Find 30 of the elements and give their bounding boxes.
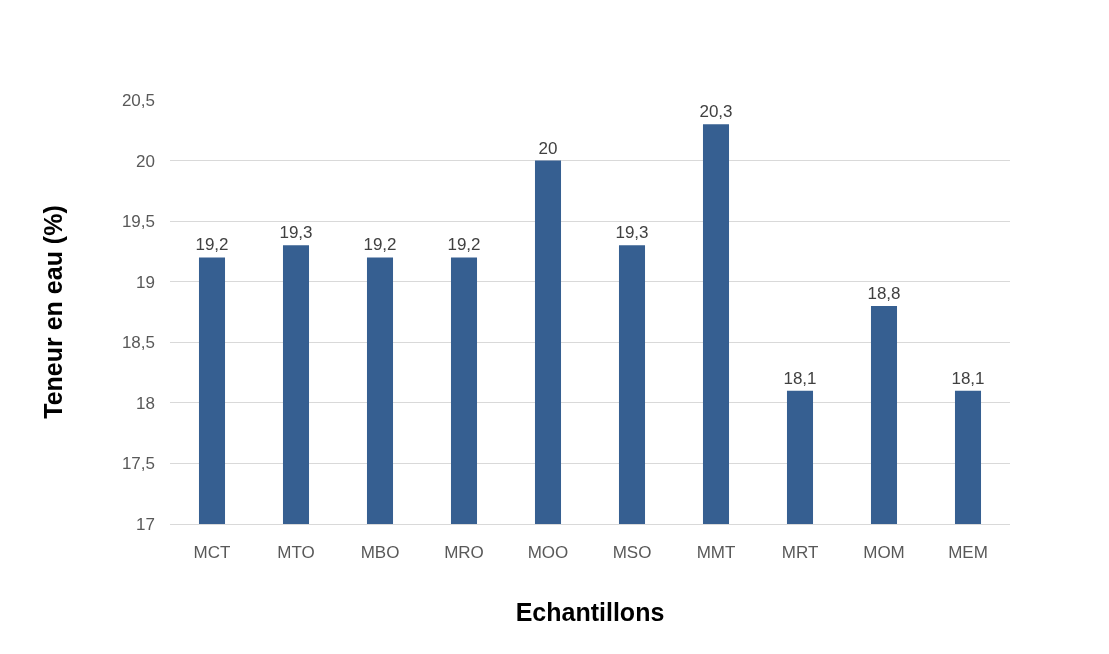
data-label: 19,2 — [363, 235, 397, 255]
x-tick-label: MRT — [781, 542, 819, 562]
x-tick-label: MCT — [193, 542, 231, 562]
x-tick-label: MEM — [948, 542, 988, 562]
x-tick-label: MOO — [527, 542, 569, 562]
data-label: 19,2 — [447, 235, 481, 255]
x-tick-label: MTO — [277, 542, 315, 562]
y-tick-label: 17,5 — [121, 454, 155, 474]
x-tick-label: MSO — [612, 542, 652, 562]
y-tick-label: 18,5 — [121, 333, 155, 353]
x-tick-label: MMT — [696, 542, 736, 562]
x-axis-title: Echantillons — [515, 597, 665, 626]
data-label: 18,1 — [951, 368, 985, 388]
y-tick-label: 20,5 — [121, 90, 155, 110]
data-label: 19,3 — [615, 223, 649, 243]
x-tick-label: MRO — [444, 542, 484, 562]
data-label: 19,2 — [195, 235, 229, 255]
data-label: 18,1 — [783, 368, 817, 388]
data-label: 20 — [538, 138, 558, 158]
x-tick-label: MBO — [360, 542, 400, 562]
y-tick-label: 18 — [136, 393, 155, 413]
y-axis-title: Teneur en eau (%) — [38, 205, 67, 419]
y-tick-label: 19 — [136, 272, 155, 292]
y-tick-label: 20 — [136, 151, 155, 171]
y-tick-label: 17 — [136, 514, 155, 534]
x-tick-label: MOM — [863, 542, 905, 562]
y-tick-label: 19,5 — [121, 212, 155, 232]
data-label: 18,8 — [867, 283, 901, 303]
data-label: 20,3 — [699, 102, 733, 122]
data-label: 19,3 — [279, 223, 313, 243]
